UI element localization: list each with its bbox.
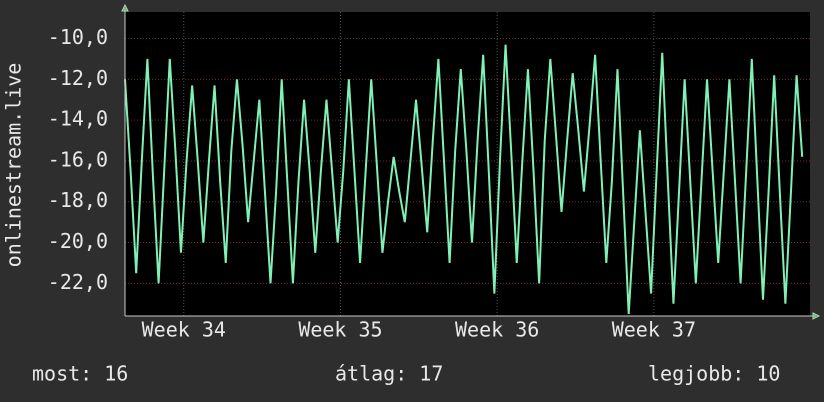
footer-best: legjobb: 10 (648, 362, 780, 386)
x-axis (125, 312, 821, 320)
y-axis (121, 3, 129, 316)
y-axis-label: onlinestream.live (2, 63, 26, 268)
footer-current: most: 16 (32, 362, 128, 386)
x-tick-label: Week 34 (142, 318, 226, 342)
y-tick-label: -12,0 (48, 66, 108, 90)
footer-average: átlag: 17 (335, 362, 443, 386)
y-tick-label: -14,0 (48, 107, 108, 131)
y-tick-label: -16,0 (48, 147, 108, 171)
y-tick-label: -18,0 (48, 188, 108, 212)
y-tick-label: -10,0 (48, 25, 108, 49)
y-tick-label: -20,0 (48, 229, 108, 253)
x-tick-label: Week 37 (612, 318, 696, 342)
x-tick-label: Week 36 (455, 318, 539, 342)
x-tick-label: Week 35 (298, 318, 382, 342)
data-line (124, 44, 804, 315)
y-tick-label: -22,0 (48, 270, 108, 294)
